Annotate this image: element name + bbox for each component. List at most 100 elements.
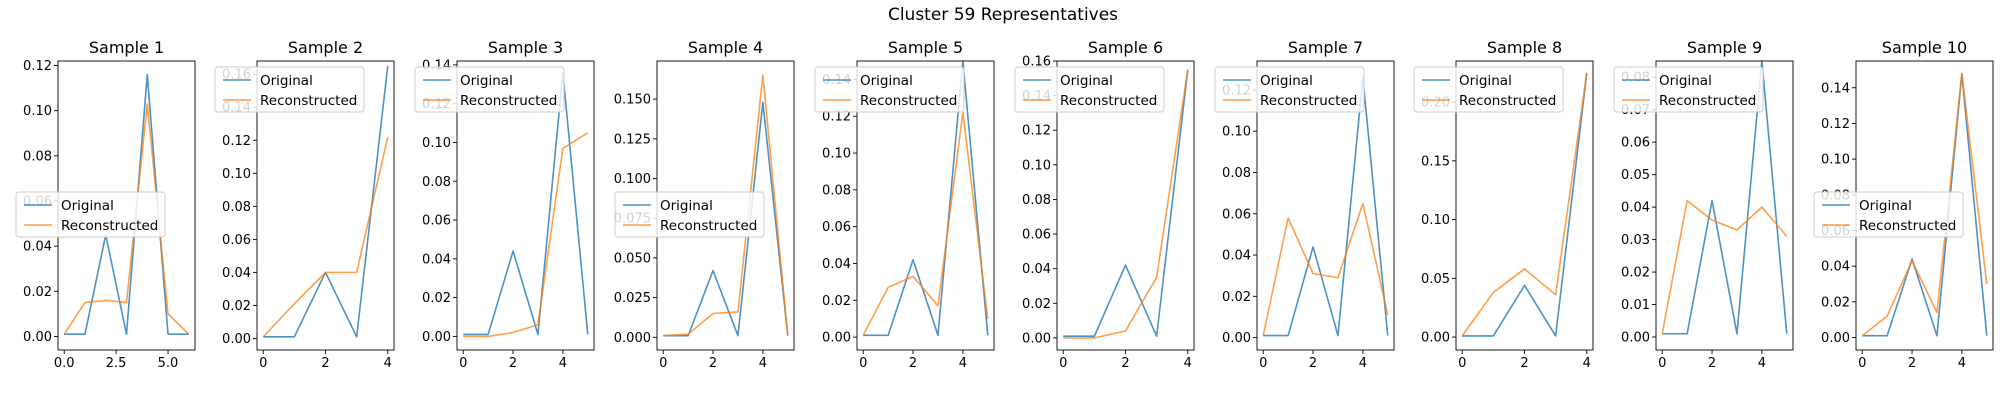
y-tick-label: 0.00 bbox=[23, 330, 52, 345]
y-tick-label: 0.06 bbox=[422, 214, 451, 229]
legend: Original Reconstructed bbox=[1014, 66, 1165, 113]
axes-frame bbox=[456, 60, 595, 351]
subplot-title: Sample 7 bbox=[1288, 38, 1363, 57]
y-tick-label: 0.08 bbox=[422, 175, 451, 190]
subplot-6: Sample 60.000.020.040.060.080.100.120.14… bbox=[1014, 38, 1195, 371]
y-tick-label: 0.06 bbox=[822, 220, 851, 235]
y-tick-label: 0.150 bbox=[614, 93, 651, 108]
legend-box bbox=[15, 191, 166, 238]
y-tick-label: 0.04 bbox=[422, 252, 451, 267]
y-tick-label: 0.00 bbox=[222, 332, 251, 347]
y-tick-label: 0.04 bbox=[1621, 201, 1650, 216]
y-tick-label: 0.10 bbox=[1821, 153, 1850, 168]
legend: Original Reconstructed bbox=[614, 191, 765, 238]
subplot-title: Sample 5 bbox=[888, 38, 963, 57]
y-tick-label: 0.10 bbox=[422, 136, 451, 151]
legend-label: Reconstructed bbox=[1060, 93, 1157, 109]
x-tick-label: 2 bbox=[709, 356, 717, 371]
y-tick-label: 0.12 bbox=[822, 110, 851, 125]
series-line-original bbox=[1063, 69, 1189, 337]
legend-label: Original bbox=[1060, 73, 1113, 89]
series-line-reconstructed bbox=[63, 103, 190, 335]
axes-frame bbox=[856, 60, 995, 351]
series-line-original bbox=[64, 73, 189, 336]
y-tick-label: 0.04 bbox=[1022, 262, 1051, 277]
legend-label: Original bbox=[61, 198, 114, 214]
y-tick-label: 0.00 bbox=[822, 331, 851, 346]
series-line-reconstructed bbox=[262, 136, 389, 338]
subplot-title: Sample 3 bbox=[488, 38, 563, 57]
series-line-reconstructed bbox=[1661, 199, 1788, 334]
y-tick-label: 0.12 bbox=[222, 134, 251, 149]
y-tick-label: 0.10 bbox=[1421, 213, 1450, 228]
x-tick-label: 0 bbox=[859, 356, 867, 371]
figure-title: Cluster 59 Representatives bbox=[888, 5, 1118, 25]
subplot-3: Sample 30.000.020.040.060.080.100.120.14… bbox=[414, 38, 595, 371]
y-tick-label: 0.08 bbox=[23, 149, 52, 164]
y-tick-label: 0.05 bbox=[1421, 272, 1450, 287]
legend: Original Reconstructed bbox=[214, 66, 365, 113]
legend-label: Reconstructed bbox=[61, 218, 158, 234]
y-tick-label: 0.15 bbox=[1421, 154, 1450, 169]
legend-label: Reconstructed bbox=[460, 93, 557, 109]
x-tick-label: 2 bbox=[1121, 356, 1129, 371]
legend-label: Reconstructed bbox=[1859, 218, 1956, 234]
legend-box bbox=[214, 66, 365, 113]
x-tick-label: 4 bbox=[1359, 356, 1367, 371]
x-tick-label: 5.0 bbox=[158, 356, 179, 371]
legend-box bbox=[614, 191, 765, 238]
y-tick-label: 0.04 bbox=[23, 240, 52, 255]
x-tick-label: 2 bbox=[1520, 356, 1528, 371]
series-line-reconstructed bbox=[1063, 69, 1189, 339]
subplot-5: Sample 50.000.020.040.060.080.100.120.14… bbox=[814, 38, 995, 371]
y-tick-label: 0.00 bbox=[1222, 331, 1251, 346]
axes-frame bbox=[1256, 60, 1395, 351]
x-tick-label: 2 bbox=[1908, 356, 1916, 371]
legend: Original Reconstructed bbox=[414, 66, 565, 113]
y-tick-label: 0.050 bbox=[614, 251, 651, 266]
legend: Original Reconstructed bbox=[15, 191, 166, 238]
x-tick-label: 0 bbox=[1658, 356, 1666, 371]
series-line-reconstructed bbox=[1262, 202, 1389, 336]
y-tick-label: 0.12 bbox=[23, 59, 52, 74]
y-tick-label: 0.04 bbox=[222, 266, 251, 281]
y-tick-label: 0.02 bbox=[23, 285, 52, 300]
y-tick-label: 0.02 bbox=[1222, 290, 1251, 305]
legend-box bbox=[1214, 66, 1365, 113]
y-tick-label: 0.125 bbox=[614, 132, 651, 147]
y-tick-label: 0.02 bbox=[1821, 295, 1850, 310]
series-line-original bbox=[1263, 76, 1389, 337]
legend-label: Original bbox=[1260, 73, 1313, 89]
x-tick-label: 2 bbox=[1708, 356, 1716, 371]
series-line-reconstructed bbox=[1861, 72, 1988, 337]
subplot-2: Sample 20.000.020.040.060.080.100.120.14… bbox=[214, 38, 395, 371]
legend: Original Reconstructed bbox=[1613, 66, 1764, 113]
legend-box bbox=[1813, 191, 1964, 238]
x-tick-label: 0 bbox=[1059, 356, 1067, 371]
y-tick-label: 0.00 bbox=[1022, 331, 1051, 346]
subplot-9: Sample 90.000.010.020.030.040.050.060.07… bbox=[1613, 38, 1794, 371]
legend-label: Original bbox=[1659, 73, 1712, 89]
x-tick-label: 4 bbox=[959, 356, 967, 371]
y-tick-label: 0.05 bbox=[1621, 168, 1650, 183]
y-tick-label: 0.06 bbox=[1621, 136, 1650, 151]
axes-frame bbox=[1655, 60, 1794, 351]
y-tick-label: 0.02 bbox=[222, 299, 251, 314]
y-tick-label: 0.10 bbox=[1022, 158, 1051, 173]
legend-label: Original bbox=[260, 73, 313, 89]
y-tick-label: 0.10 bbox=[222, 167, 251, 182]
x-tick-label: 4 bbox=[759, 356, 767, 371]
legend-label: Reconstructed bbox=[1260, 93, 1357, 109]
legend-label: Original bbox=[860, 73, 913, 89]
x-tick-label: 4 bbox=[384, 356, 392, 371]
y-tick-label: 0.100 bbox=[614, 172, 651, 187]
series-line-original bbox=[1462, 72, 1588, 337]
x-tick-label: 2 bbox=[321, 356, 329, 371]
legend-label: Reconstructed bbox=[1659, 93, 1756, 109]
legend-box bbox=[1413, 66, 1564, 113]
y-tick-label: 0.08 bbox=[222, 200, 251, 215]
legend-label: Reconstructed bbox=[860, 93, 957, 109]
subplot-7: Sample 70.000.020.040.060.080.100.12024O… bbox=[1214, 38, 1395, 371]
x-tick-label: 2 bbox=[1309, 356, 1317, 371]
